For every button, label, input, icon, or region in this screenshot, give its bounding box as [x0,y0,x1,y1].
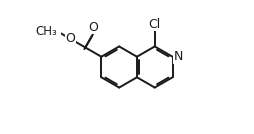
Text: CH₃: CH₃ [36,25,57,38]
Text: O: O [88,21,98,34]
Text: Cl: Cl [149,18,161,31]
Text: O: O [66,32,75,45]
Text: N: N [173,50,183,63]
